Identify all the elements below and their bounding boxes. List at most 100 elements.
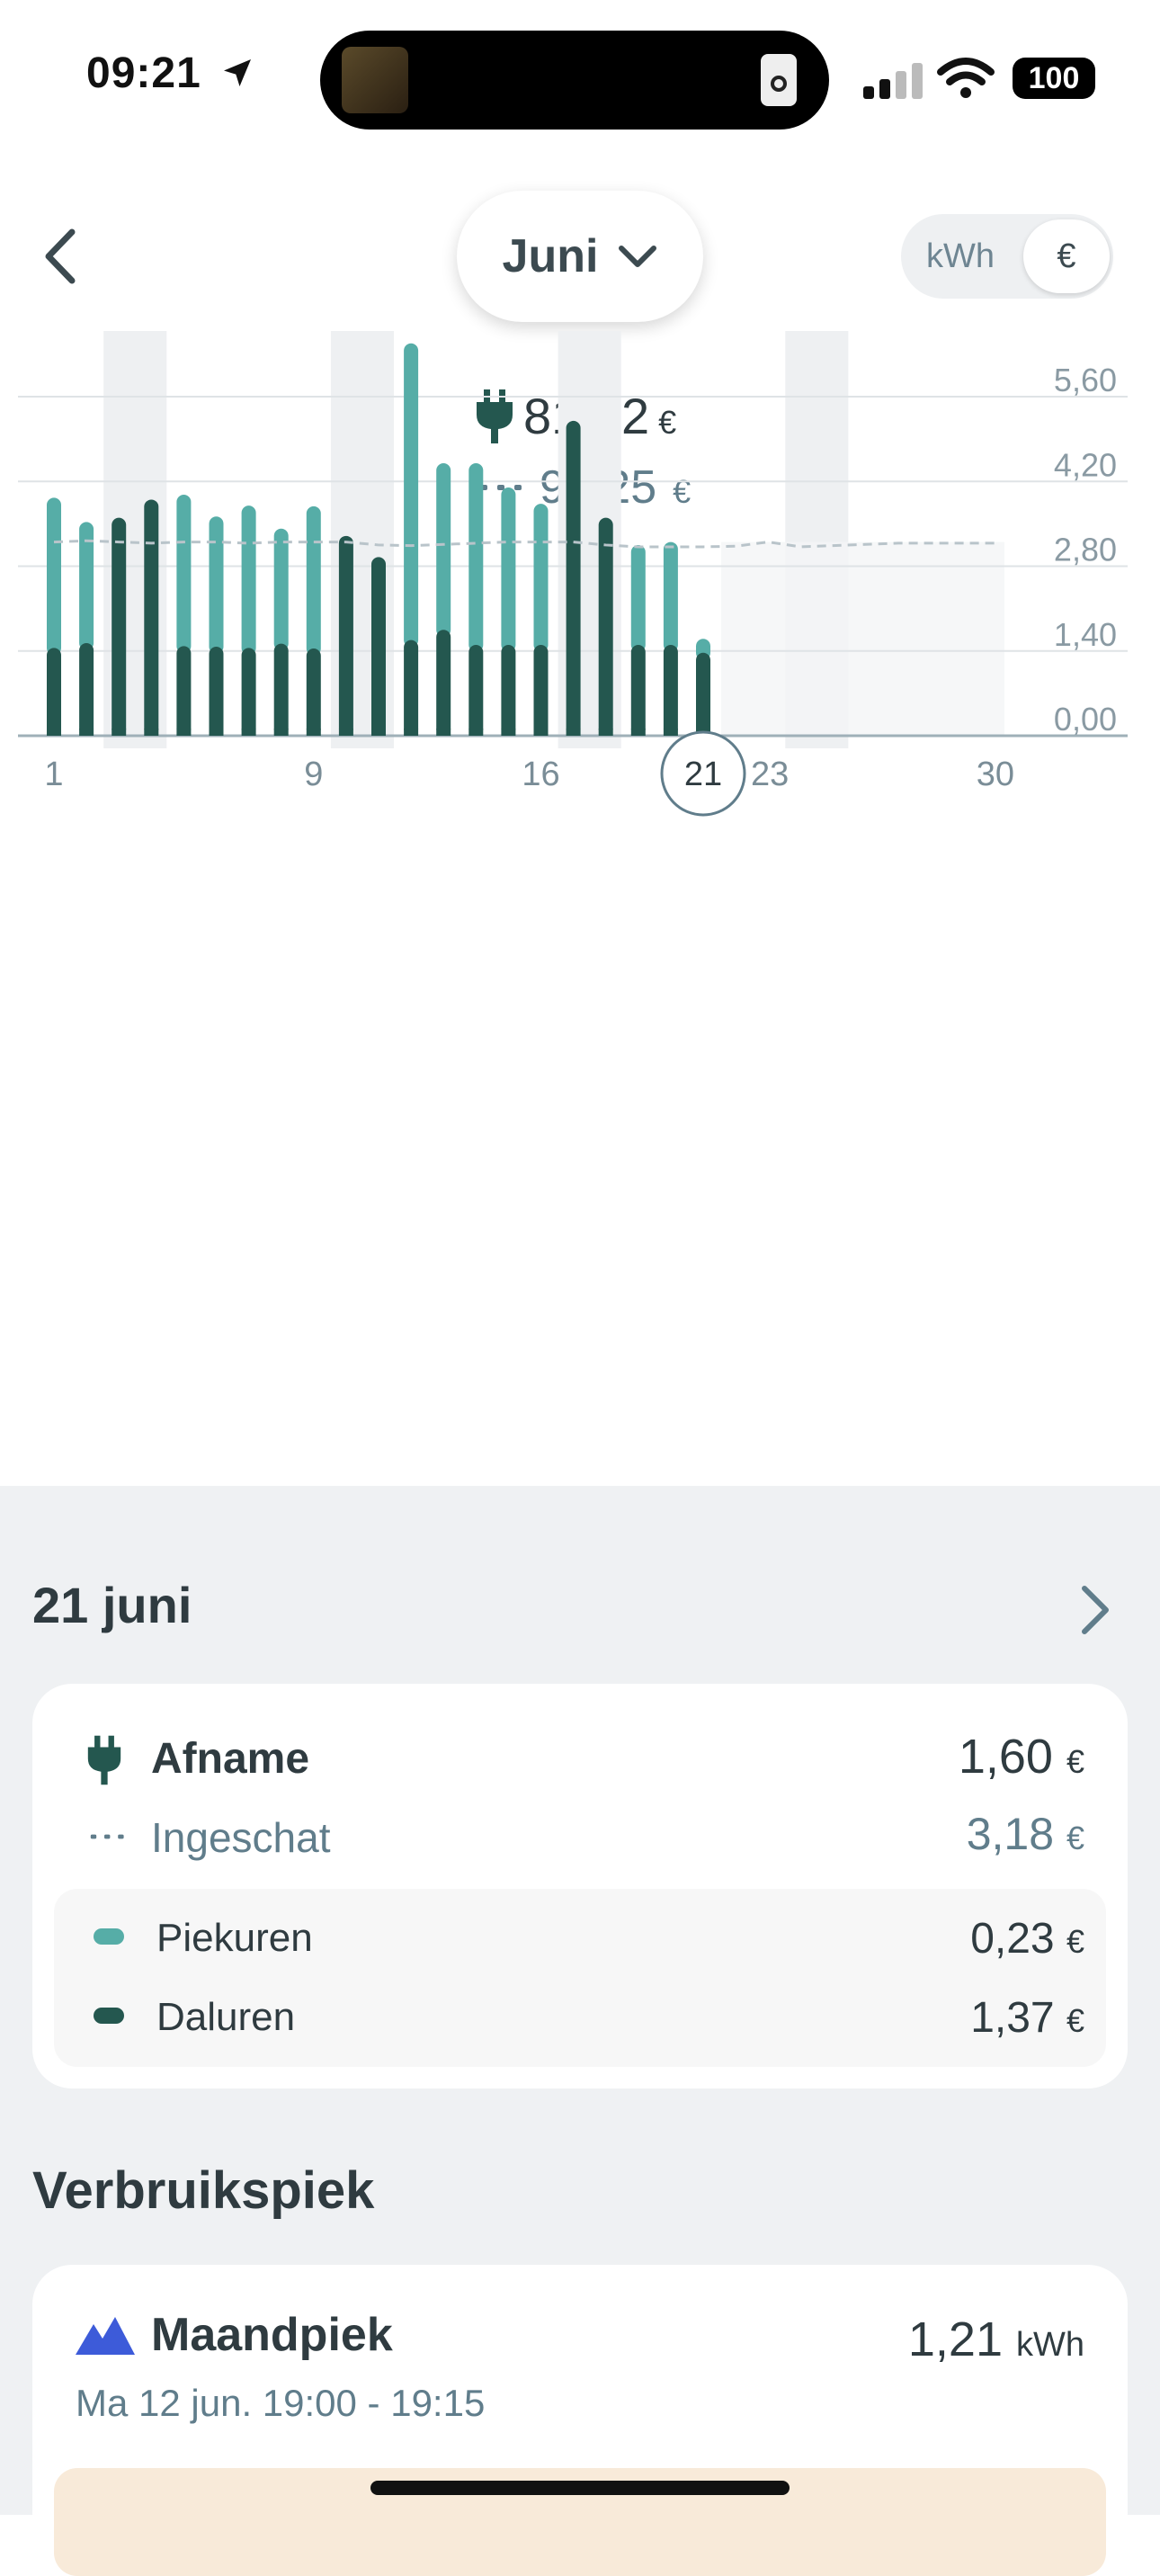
chevron-down-icon bbox=[619, 246, 657, 267]
bar-daluren bbox=[79, 642, 94, 736]
dynamic-island[interactable] bbox=[320, 31, 829, 130]
piekuren-legend-icon bbox=[94, 1928, 124, 1945]
y-tick-label: 4,20 bbox=[1054, 446, 1117, 483]
bar-base bbox=[501, 729, 516, 736]
bar-daluren bbox=[566, 420, 581, 736]
piekuren-value: 0,23 bbox=[970, 1915, 1055, 1963]
bar-base bbox=[209, 729, 224, 736]
bar-base bbox=[468, 729, 484, 736]
speaker-icon bbox=[761, 54, 797, 106]
month-label: Juni bbox=[502, 230, 599, 282]
peak-card[interactable]: Maandpiek 1,21 kWh Ma 12 jun. 19:00 - 19… bbox=[32, 2265, 1128, 2576]
battery-indicator: 100 bbox=[1013, 58, 1095, 99]
bar-base bbox=[144, 729, 159, 736]
bar-daluren bbox=[696, 652, 710, 736]
unit-kwh-option[interactable]: kWh bbox=[926, 237, 995, 275]
bar-piekuren bbox=[501, 487, 516, 653]
bar-piekuren bbox=[273, 528, 289, 651]
tariff-breakdown: Piekuren 0,23 € Daluren 1,37 € bbox=[54, 1889, 1106, 2067]
bar-piekuren bbox=[533, 504, 549, 653]
bar-base bbox=[79, 729, 94, 736]
status-time: 09:21 bbox=[86, 49, 255, 98]
bar-base bbox=[566, 729, 581, 736]
bar-base bbox=[630, 729, 646, 736]
dotted-line-icon bbox=[480, 485, 522, 490]
future-estimate-area bbox=[721, 541, 1004, 736]
bar-daluren bbox=[371, 557, 386, 736]
bar-daluren bbox=[306, 648, 321, 736]
y-tick-label: 5,60 bbox=[1054, 362, 1117, 398]
bar-piekuren bbox=[468, 463, 484, 653]
afname-value: 1,60 bbox=[958, 1730, 1053, 1784]
bar-daluren bbox=[404, 640, 419, 736]
bar-daluren bbox=[144, 499, 159, 736]
bar-daluren bbox=[209, 647, 224, 736]
afname-label: Afname bbox=[151, 1735, 310, 1783]
bar-piekuren bbox=[630, 544, 646, 653]
peak-label: Maandpiek bbox=[151, 2309, 393, 2361]
bar-daluren bbox=[468, 645, 484, 736]
home-indicator[interactable] bbox=[370, 2481, 790, 2495]
plug-icon bbox=[87, 1735, 121, 1785]
bar-daluren bbox=[501, 645, 516, 736]
month-selector[interactable]: Juni bbox=[457, 191, 703, 322]
summary-actual-currency: € bbox=[658, 404, 677, 441]
mountain-icon bbox=[76, 2317, 135, 2355]
bar-base bbox=[663, 729, 678, 736]
bar-base bbox=[306, 729, 321, 736]
ingeschat-label: Ingeschat bbox=[151, 1814, 331, 1861]
bar-base bbox=[436, 729, 451, 736]
bar-base bbox=[176, 729, 192, 736]
y-tick-label: 1,40 bbox=[1054, 616, 1117, 653]
bar-daluren bbox=[436, 630, 451, 736]
bar-piekuren bbox=[47, 497, 61, 656]
daily-cost-chart[interactable]: 0,00 1,40 2,80 4,20 5,60 1 9 16 21 23 30 bbox=[0, 306, 1160, 881]
bar-daluren bbox=[630, 645, 646, 736]
selected-day-title: 21 juni bbox=[32, 1577, 192, 1633]
location-arrow-icon bbox=[224, 59, 252, 86]
bar-base bbox=[371, 729, 386, 736]
bar-base bbox=[598, 729, 613, 736]
wifi-icon bbox=[937, 58, 995, 98]
bar-daluren bbox=[338, 535, 353, 736]
ingeschat-amount: 3,18 € bbox=[967, 1808, 1084, 1860]
day-detail-card[interactable]: Afname 1,60 € Ingeschat 3,18 € Piekuren … bbox=[32, 1684, 1128, 2089]
bar-piekuren bbox=[241, 505, 256, 656]
bar-daluren bbox=[663, 645, 678, 736]
daluren-value: 1,37 bbox=[970, 1994, 1055, 2042]
afname-amount: 1,60 € bbox=[959, 1729, 1084, 1784]
bar-piekuren bbox=[176, 495, 192, 654]
bar-daluren bbox=[273, 643, 289, 736]
x-tick-label: 21 bbox=[684, 756, 722, 793]
bar-base bbox=[404, 729, 419, 736]
dotted-line-icon bbox=[90, 1834, 124, 1839]
back-chevron-icon[interactable] bbox=[36, 225, 90, 288]
x-tick-label: 23 bbox=[751, 756, 789, 793]
piekuren-amount: 0,23 € bbox=[970, 1914, 1084, 1963]
x-tick-label: 30 bbox=[977, 756, 1014, 793]
bar-daluren bbox=[598, 517, 613, 736]
daluren-label: Daluren bbox=[156, 1995, 296, 2039]
piekuren-label: Piekuren bbox=[156, 1916, 313, 1960]
bar-base bbox=[273, 729, 289, 736]
chevron-right-icon[interactable] bbox=[1075, 1581, 1115, 1639]
x-tick-label: 16 bbox=[522, 756, 559, 793]
bar-piekuren bbox=[79, 522, 94, 650]
x-tick-label: 1 bbox=[44, 756, 63, 793]
bar-piekuren bbox=[209, 516, 224, 655]
y-tick-label: 0,00 bbox=[1054, 701, 1117, 738]
bar-piekuren bbox=[306, 505, 321, 657]
bar-piekuren bbox=[663, 541, 678, 653]
bar-daluren bbox=[47, 648, 61, 736]
bar-daluren bbox=[533, 645, 549, 736]
album-art-icon bbox=[342, 47, 408, 113]
bar-base bbox=[47, 729, 61, 736]
bar-base bbox=[241, 729, 256, 736]
ingeschat-value: 3,18 bbox=[966, 1809, 1055, 1859]
bar-daluren bbox=[176, 646, 192, 736]
unit-toggle[interactable]: kWh € bbox=[901, 214, 1113, 299]
y-tick-label: 2,80 bbox=[1054, 532, 1117, 568]
ingeschat-currency: € bbox=[1066, 1820, 1084, 1856]
unit-eur-option[interactable]: € bbox=[1023, 219, 1110, 293]
peak-unit: kWh bbox=[1016, 2326, 1084, 2364]
